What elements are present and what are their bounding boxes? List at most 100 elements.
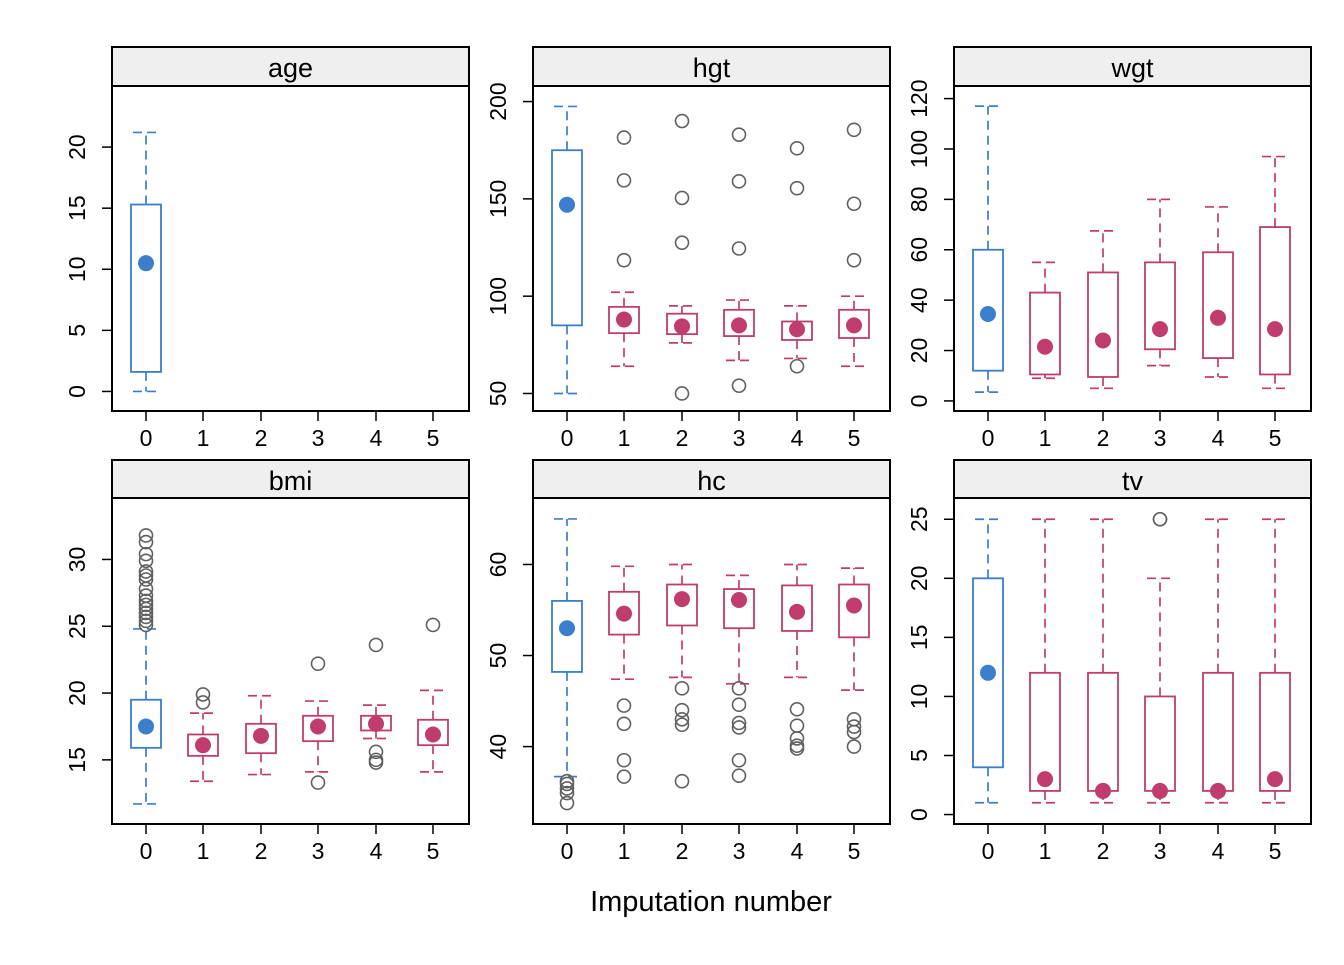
panel-strip [532,459,891,499]
outlier-point [616,716,632,732]
outlier-point [731,715,747,731]
y-tick-label: 0 [906,808,932,821]
outlier-point [846,196,862,212]
outlier-point [789,140,805,156]
y-tick-label: 20 [906,338,932,364]
y-tick-label: 20 [64,680,90,706]
panel-frame [111,497,470,825]
outlier-point [559,781,575,796]
y-tick-label: 100 [485,277,511,315]
x-axis-title: Imputation number [590,886,832,918]
box-hgt-5 [838,122,870,368]
outlier-point [731,720,747,735]
x-tick-label: 2 [1097,425,1110,451]
outlier-point [138,572,154,587]
outlier-point [674,711,690,727]
y-tick-label: 80 [906,187,932,213]
outlier-point [846,739,862,754]
x-tick-label: 4 [370,838,383,864]
median-dot [138,718,154,735]
median-dot [731,591,747,608]
x-tick-label: 0 [140,838,153,864]
box-wgt-2 [1087,230,1119,390]
outlier-point [616,752,632,768]
box-bmi-1 [187,687,219,783]
median-dot [1152,321,1168,338]
outlier-point [368,744,384,760]
outlier-point [138,609,154,625]
x-tick-label: 4 [370,425,383,451]
median-dot [1267,771,1283,788]
median-dot [195,737,211,754]
outlier-point [559,773,575,789]
outlier-point [846,252,862,268]
outlier-point [138,617,154,633]
outlier-point [138,534,154,550]
box-iqr [972,248,1004,372]
panel-title: bmi [269,466,313,496]
x-tick-label: 1 [1039,838,1052,864]
x-tick-label: 3 [312,838,325,864]
x-tick-label: 4 [791,425,804,451]
outlier-point [616,173,632,188]
y-tick-label: 15 [64,747,90,773]
x-tick-label: 4 [1212,838,1225,864]
outlier-point [789,701,805,717]
outlier-point [138,593,154,609]
y-tick-label: 30 [64,547,90,573]
box-tv-5 [1259,518,1291,804]
outlier-point [138,597,154,613]
median-dot [1210,309,1226,326]
outlier-point [425,617,441,633]
box-iqr [1202,671,1234,792]
box-hc-4 [781,563,813,756]
y-tick-label: 150 [485,180,511,218]
outlier-point [138,564,154,579]
x-tick-label: 2 [255,425,268,451]
y-tick-label: 0 [906,395,932,408]
panel-hgt: hgt 50 100 150 200 0 1 2 3 4 5 [485,46,891,451]
panel-title: hc [697,466,726,496]
x-tick-label: 0 [561,838,574,864]
x-tick-label: 1 [197,425,210,451]
box-tv-4 [1202,518,1234,804]
median-dot [1037,771,1053,788]
median-dot [559,620,575,637]
panel-strip [111,46,470,87]
panel-wgt: wgt 0 20 40 60 80 100 120 0 1 2 3 4 5 [906,46,1312,451]
box-bmi-2 [245,694,277,776]
x-tick-label: 0 [561,425,574,451]
median-dot [425,726,441,743]
panel-strip [111,459,470,499]
outlier-point [616,698,632,713]
median-dot [674,318,690,335]
outlier-point [1152,511,1168,527]
box-bmi-3 [302,656,334,790]
outlier-point [674,773,690,789]
x-tick-label: 5 [1269,425,1282,451]
box-iqr [1087,671,1119,792]
outlier-point [674,113,690,129]
outlier-point [616,252,632,268]
panel-frame [953,85,1312,412]
panel-frame [111,85,470,412]
box-iqr [1144,695,1176,792]
y-tick-label: 50 [485,381,511,407]
x-tick-label: 1 [618,838,631,864]
median-dot [789,603,805,620]
outlier-point [731,241,747,256]
outlier-point [674,702,690,718]
median-dot [789,321,805,338]
outlier-point [559,785,575,801]
panel-strip [532,46,891,87]
median-dot [1095,332,1111,349]
panel-title: tv [1122,466,1144,496]
y-tick-label: 20 [64,134,90,160]
y-tick-label: 15 [906,625,932,651]
outlier-point [846,711,862,727]
box-wgt-4 [1202,206,1234,378]
y-tick-label: 120 [906,79,932,117]
box-hc-5 [838,567,870,754]
outlier-point [674,235,690,250]
